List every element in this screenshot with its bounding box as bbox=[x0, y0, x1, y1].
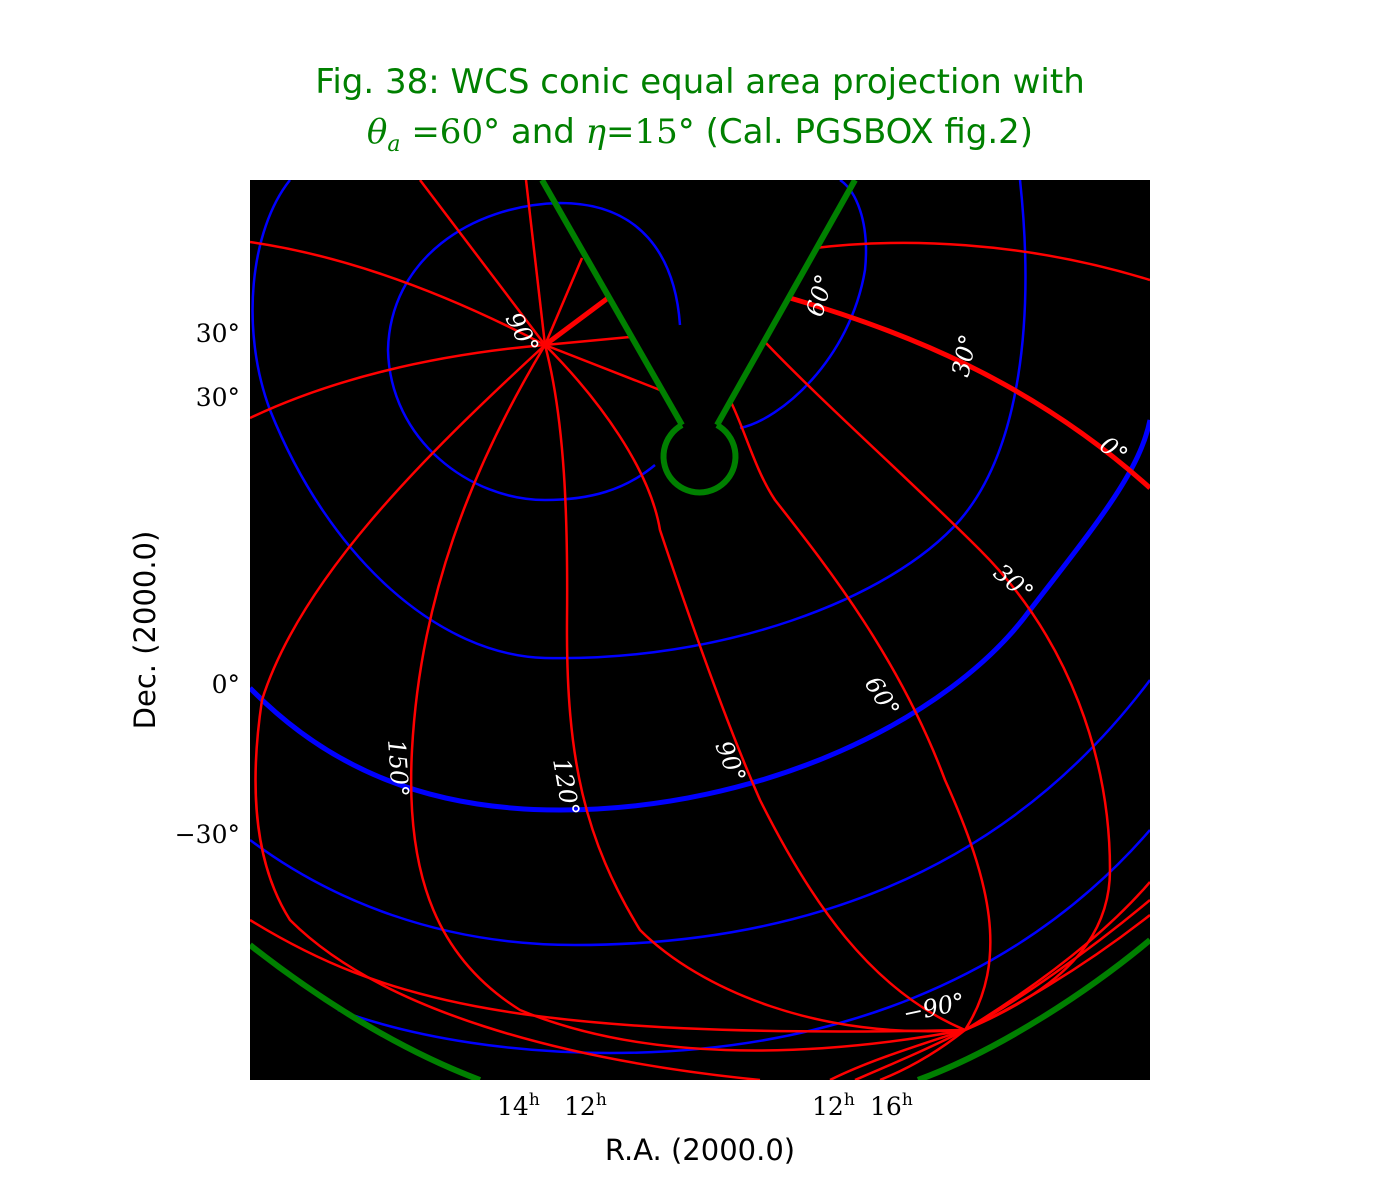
title-and: and bbox=[500, 112, 586, 152]
x-tick-hour: 16 bbox=[870, 1092, 902, 1121]
parallels bbox=[250, 180, 1150, 1055]
meridian-line bbox=[544, 344, 966, 1032]
plot-background bbox=[250, 180, 1150, 1080]
meridian-line bbox=[250, 343, 546, 420]
x-axis-title: R.A. (2000.0) bbox=[605, 1133, 795, 1167]
meridian-line bbox=[544, 343, 661, 392]
y-tick-label: 30° bbox=[196, 383, 240, 412]
y-axis-title: Dec. (2000.0) bbox=[128, 531, 162, 730]
meridian-0 bbox=[789, 295, 1150, 490]
x-tick-labels: 14h 12h 12h 16h bbox=[497, 1090, 913, 1121]
x-tick-label: 16h bbox=[870, 1090, 913, 1121]
meridian-line bbox=[764, 341, 1112, 1032]
boundary-right-edge bbox=[714, 180, 858, 427]
chart-title-line1: Fig. 38: WCS conic equal area projection… bbox=[315, 62, 1085, 102]
x-tick-hour: 14 bbox=[497, 1092, 529, 1121]
parallel-line bbox=[251, 180, 1027, 660]
meridian-line bbox=[829, 1028, 966, 1080]
parallel-line bbox=[739, 180, 868, 430]
meridian-line bbox=[250, 240, 546, 347]
parallel-line bbox=[250, 679, 1150, 947]
y-tick-label: 0° bbox=[212, 670, 240, 699]
title-source: (Cal. PGSBOX fig.2) bbox=[695, 112, 1033, 152]
meridian-line bbox=[543, 257, 584, 346]
meridian-line bbox=[254, 344, 761, 1080]
title-theta-sub: a bbox=[387, 132, 400, 157]
meridian-line bbox=[250, 918, 966, 1033]
x-tick-unit: h bbox=[902, 1090, 913, 1110]
x-tick-hour: 12 bbox=[564, 1092, 596, 1121]
y-tick-label: 30° bbox=[196, 319, 240, 348]
meridian-0-near-pole bbox=[543, 295, 610, 348]
x-tick-unit: h bbox=[529, 1090, 540, 1110]
title-eta: η bbox=[586, 112, 607, 152]
meridian-line bbox=[964, 914, 1150, 1032]
meridian-line bbox=[964, 899, 1150, 1032]
projection-boundary bbox=[250, 180, 1150, 1080]
x-tick-unit: h bbox=[596, 1090, 607, 1110]
y-tick-labels: 30° 30° 0° −30° bbox=[175, 319, 240, 849]
title-theta-value: =60° bbox=[401, 112, 501, 152]
title-eta-value: =15° bbox=[606, 112, 695, 152]
parallel-line bbox=[386, 201, 682, 502]
chart-title-line2: θa =60° and η=15° (Cal. PGSBOX fig.2) bbox=[367, 112, 1033, 157]
meridian-line bbox=[728, 399, 992, 1031]
meridians bbox=[250, 180, 1150, 1080]
y-tick-label: −30° bbox=[175, 820, 240, 849]
meridian-line bbox=[854, 1028, 966, 1080]
x-tick-label: 14h bbox=[497, 1090, 540, 1121]
x-tick-label: 12h bbox=[812, 1090, 855, 1121]
meridian-line bbox=[543, 344, 966, 1033]
title-theta: θ bbox=[367, 112, 387, 152]
graticule bbox=[250, 180, 1150, 1080]
meridian-line bbox=[419, 180, 546, 346]
x-tick-label: 12h bbox=[564, 1090, 607, 1121]
meridian-line bbox=[524, 180, 547, 346]
boundary-bottom-right bbox=[916, 937, 1150, 1080]
x-tick-unit: h bbox=[844, 1090, 855, 1110]
parallel-0 bbox=[250, 419, 1150, 813]
meridian-line bbox=[409, 344, 966, 1052]
parallel-line bbox=[337, 829, 1150, 1055]
meridian-line bbox=[814, 241, 1150, 282]
boundary-pole-cusp bbox=[660, 422, 739, 496]
boundary-left-edge bbox=[539, 180, 685, 427]
boundary-bottom-left bbox=[250, 942, 482, 1080]
meridian-line bbox=[879, 1029, 966, 1080]
curve-label-150: 150° bbox=[382, 738, 414, 798]
meridian-line bbox=[544, 335, 631, 347]
x-tick-hour: 12 bbox=[812, 1092, 844, 1121]
